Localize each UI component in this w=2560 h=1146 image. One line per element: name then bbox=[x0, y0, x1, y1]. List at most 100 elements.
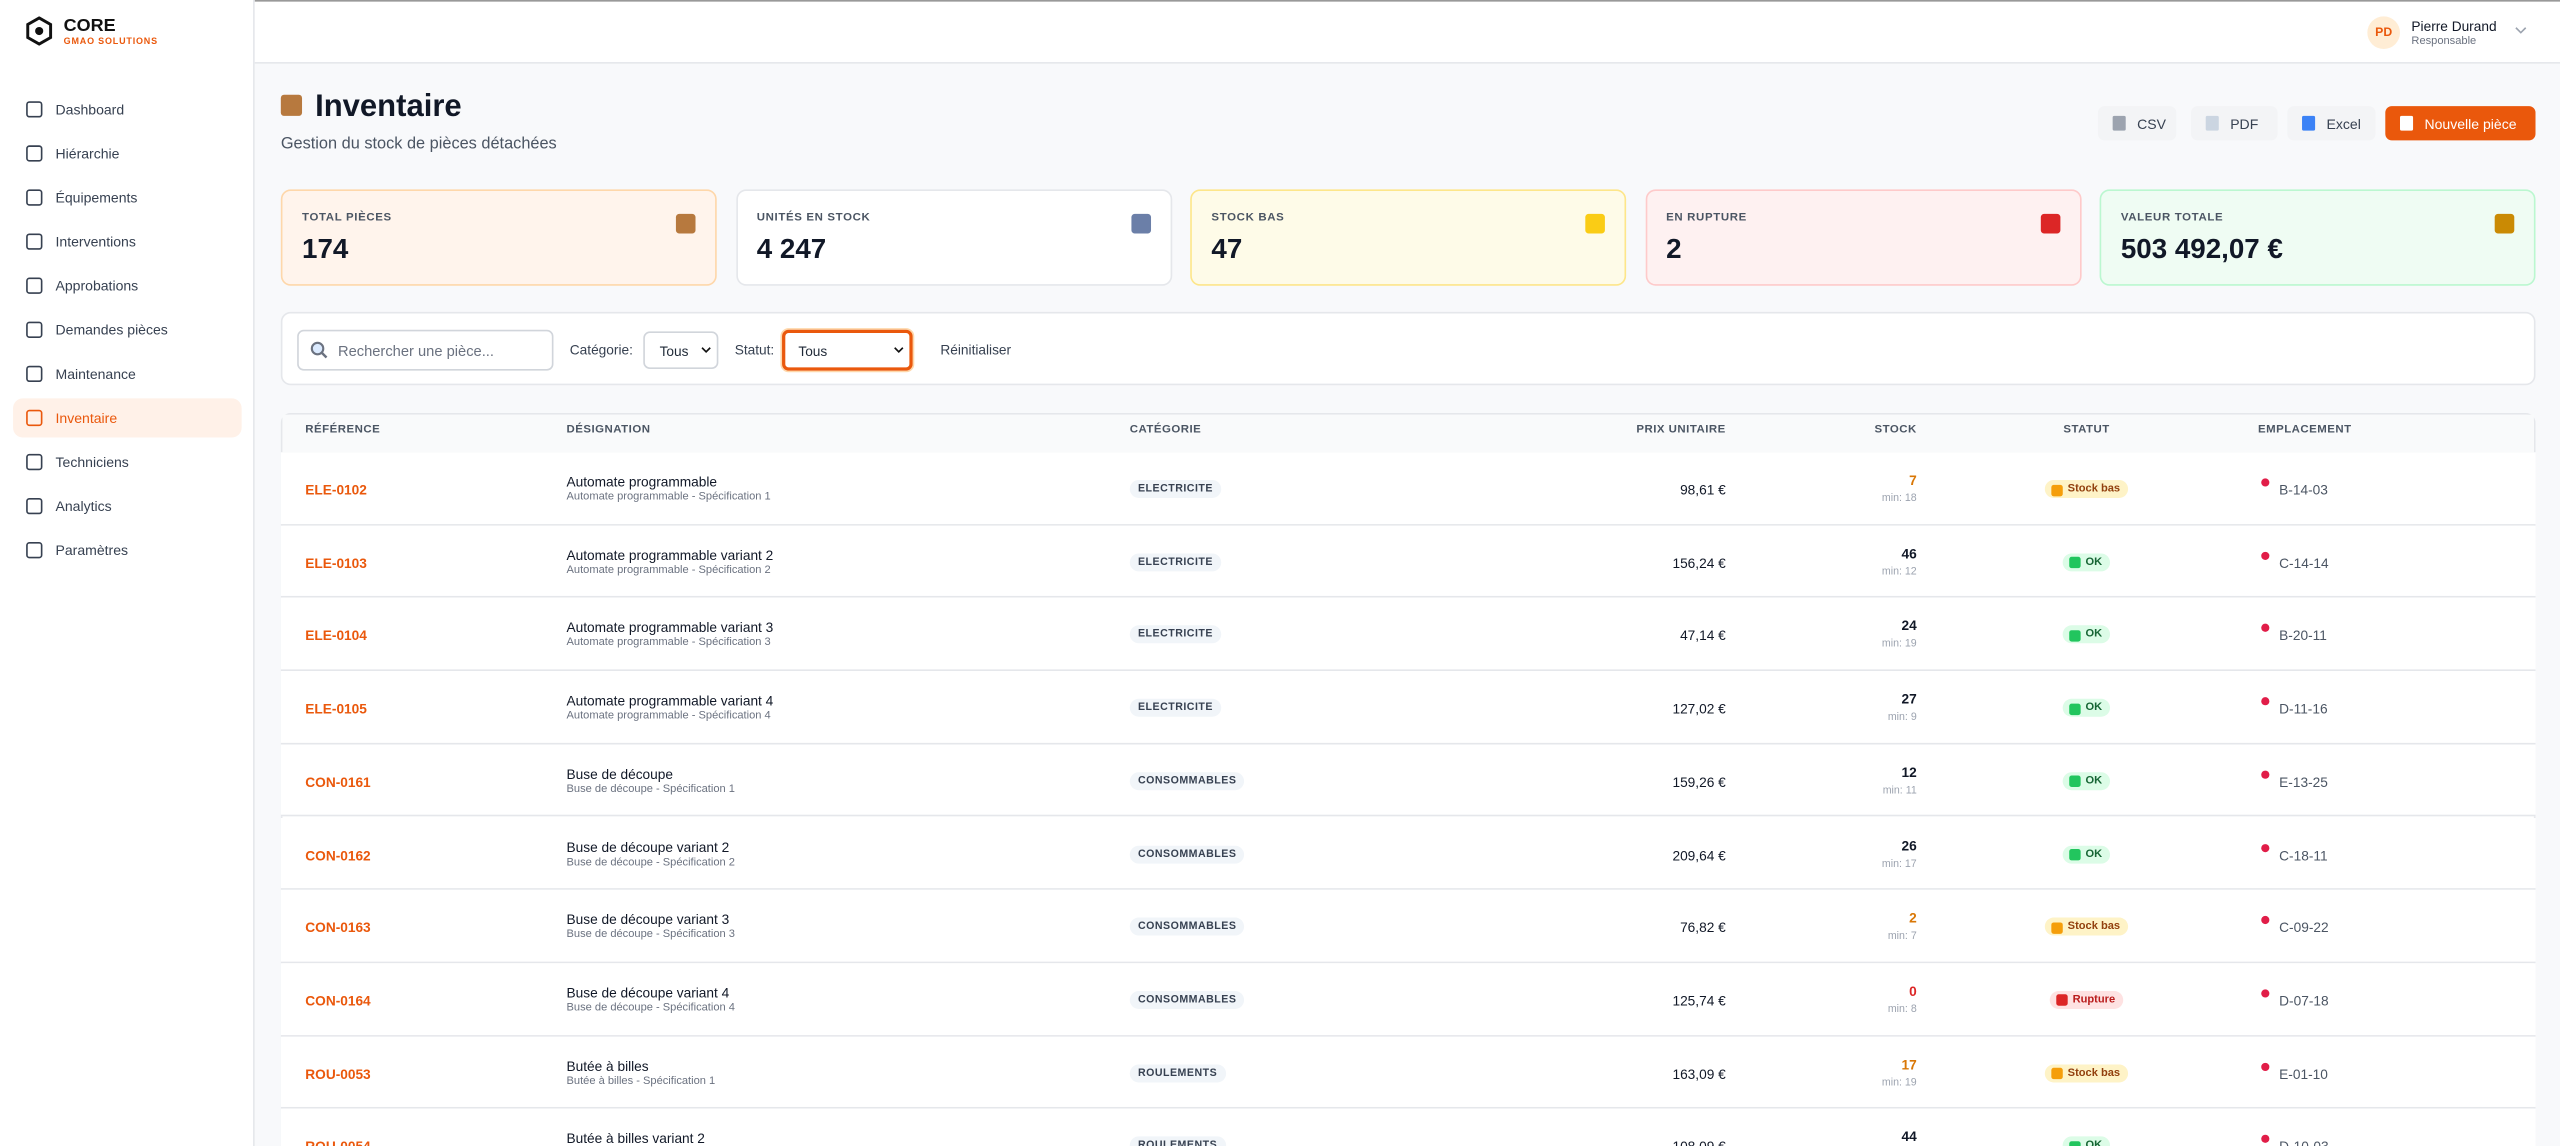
table-row[interactable]: CON-0162 Buse de découpe variant 2 Buse de… bbox=[280, 817, 2536, 891]
stat-icon bbox=[675, 213, 696, 234]
unit-price: 163,09 € bbox=[1672, 1065, 1726, 1082]
user-role: Responsable bbox=[2411, 35, 2477, 48]
part-spec: Buse de découpe - Spécification 2 bbox=[566, 856, 735, 868]
stock-min: min: 17 bbox=[1881, 857, 1917, 870]
part-spec: Automate programmable - Spécification 2 bbox=[566, 564, 771, 576]
column-header: EMPLACEMENT bbox=[2257, 424, 2352, 436]
button-icon bbox=[2302, 115, 2316, 131]
part-reference[interactable]: ELE-0105 bbox=[305, 700, 367, 717]
part-name: Buse de découpe bbox=[566, 765, 673, 782]
location-pin bbox=[2261, 1135, 2270, 1144]
nav-icon bbox=[26, 409, 43, 427]
avatar: PD bbox=[2367, 16, 2400, 49]
title-icon bbox=[280, 94, 303, 116]
action-button[interactable]: CSV bbox=[2097, 106, 2177, 141]
status-icon bbox=[2056, 994, 2068, 1007]
status-value: Tous bbox=[798, 342, 828, 360]
chevron bbox=[894, 347, 904, 353]
location-pin bbox=[2261, 478, 2270, 487]
part-reference[interactable]: CON-0163 bbox=[305, 919, 371, 936]
location-pin bbox=[2261, 989, 2270, 998]
part-reference[interactable]: CON-0161 bbox=[305, 773, 371, 790]
column-header: DÉSIGNATION bbox=[566, 424, 651, 436]
unit-price: 156,24 € bbox=[1672, 554, 1726, 571]
nav-label: Analytics bbox=[55, 497, 112, 515]
nav-item[interactable]: Approbations bbox=[13, 266, 242, 305]
stat-value: 47 bbox=[1211, 233, 1243, 265]
status-badge: Stock bas bbox=[2044, 1063, 2129, 1082]
search-icon bbox=[310, 341, 328, 359]
stat-icon bbox=[2494, 213, 2515, 234]
stock-qty: 2 bbox=[1909, 909, 1917, 927]
category-label: Catégorie: bbox=[569, 341, 633, 358]
part-spec: Buse de découpe - Spécification 1 bbox=[566, 783, 735, 795]
table-row[interactable]: CON-0163 Buse de découpe variant 3 Buse de… bbox=[280, 890, 2536, 964]
nav-item[interactable]: Techniciens bbox=[13, 442, 242, 481]
search-input[interactable]: Rechercher une pièce... bbox=[297, 329, 554, 371]
stock-qty: 0 bbox=[1909, 982, 1917, 1000]
status-icon bbox=[2051, 1067, 2063, 1080]
stat-value: 2 bbox=[1666, 233, 1682, 265]
nav-item[interactable]: Hiérarchie bbox=[13, 134, 242, 173]
user-menu[interactable]: PD Pierre Durand Responsable bbox=[2367, 15, 2547, 51]
unit-price: 125,74 € bbox=[1672, 992, 1726, 1009]
filter-bar: Rechercher une pièce... Catégorie: Tous … bbox=[280, 311, 2536, 386]
action-button[interactable]: Excel bbox=[2287, 106, 2376, 141]
status-badge: OK bbox=[2062, 552, 2111, 571]
nav-item[interactable]: Équipements bbox=[13, 178, 242, 217]
table-row[interactable]: ELE-0102 Automate programmable Automate pr… bbox=[280, 452, 2536, 526]
part-reference[interactable]: ELE-0102 bbox=[305, 481, 367, 498]
column-header: STATUT bbox=[2063, 424, 2110, 436]
table-row[interactable]: ROU-0054Butée à billes variant 2Butée à … bbox=[280, 1109, 2536, 1146]
nav-label: Interventions bbox=[55, 233, 136, 250]
part-reference[interactable]: CON-0164 bbox=[305, 992, 371, 1009]
status-badge: Stock bas bbox=[2044, 917, 2129, 936]
nav-item[interactable]: Dashboard bbox=[13, 90, 242, 129]
location-pin bbox=[2261, 770, 2270, 779]
category-select[interactable]: Tous bbox=[643, 331, 719, 369]
nav-icon bbox=[26, 453, 43, 471]
stat-icon bbox=[2039, 213, 2060, 234]
category-value: Tous bbox=[659, 342, 689, 360]
stock-min: min: 9 bbox=[1887, 711, 1917, 724]
category-tag: ELECTRICITE bbox=[1129, 479, 1222, 498]
unit-price: 159,26 € bbox=[1672, 773, 1726, 790]
page-subtitle: Gestion du stock de pièces détachées bbox=[280, 135, 557, 154]
nav-item[interactable]: Maintenance bbox=[13, 354, 242, 393]
status-icon bbox=[2069, 848, 2081, 861]
unit-price: 98,61 € bbox=[1680, 481, 1726, 498]
location-pin bbox=[2261, 916, 2270, 925]
part-spec: Butée à billes - Spécification 1 bbox=[566, 1075, 716, 1087]
status-select[interactable]: Tous bbox=[782, 329, 913, 371]
status-badge: OK bbox=[2062, 1136, 2111, 1146]
table-row[interactable]: CON-0161 Buse de découpe Buse de découpe -… bbox=[280, 744, 2536, 818]
reset-button[interactable]: Réinitialiser bbox=[940, 341, 1012, 358]
part-reference[interactable]: ELE-0103 bbox=[305, 554, 367, 571]
nav-item[interactable]: Demandes pièces bbox=[13, 310, 242, 349]
part-reference[interactable]: ROU-0053 bbox=[305, 1065, 371, 1082]
part-reference[interactable]: ELE-0104 bbox=[305, 627, 367, 644]
location: B-20-11 bbox=[2279, 627, 2327, 644]
status-badge: OK bbox=[2062, 844, 2111, 863]
part-reference[interactable]: ROU-0054 bbox=[305, 1138, 370, 1146]
action-button[interactable]: Nouvelle pièce bbox=[2385, 106, 2536, 141]
stock-qty: 27 bbox=[1901, 690, 1917, 708]
nav-item[interactable]: Inventaire bbox=[13, 398, 242, 438]
action-button[interactable]: PDF bbox=[2191, 106, 2278, 141]
stat-card: EN RUPTURE 2 bbox=[1644, 189, 2081, 286]
stock-qty: 24 bbox=[1901, 617, 1917, 635]
table-row[interactable]: CON-0164 Buse de découpe variant 4 Buse de… bbox=[280, 963, 2536, 1037]
nav-item[interactable]: Paramètres bbox=[13, 531, 242, 570]
nav-item[interactable]: Analytics bbox=[13, 487, 242, 526]
unit-price: 108,09 € bbox=[1672, 1138, 1725, 1146]
nav-item[interactable]: Interventions bbox=[13, 222, 242, 261]
nav-label: Équipements bbox=[55, 189, 138, 206]
table-row[interactable]: ROU-0053 Butée à billes Butée à billes - S… bbox=[280, 1036, 2536, 1110]
part-reference[interactable]: CON-0162 bbox=[305, 846, 371, 863]
unit-price: 76,82 € bbox=[1680, 919, 1726, 936]
location-pin bbox=[2261, 551, 2270, 560]
